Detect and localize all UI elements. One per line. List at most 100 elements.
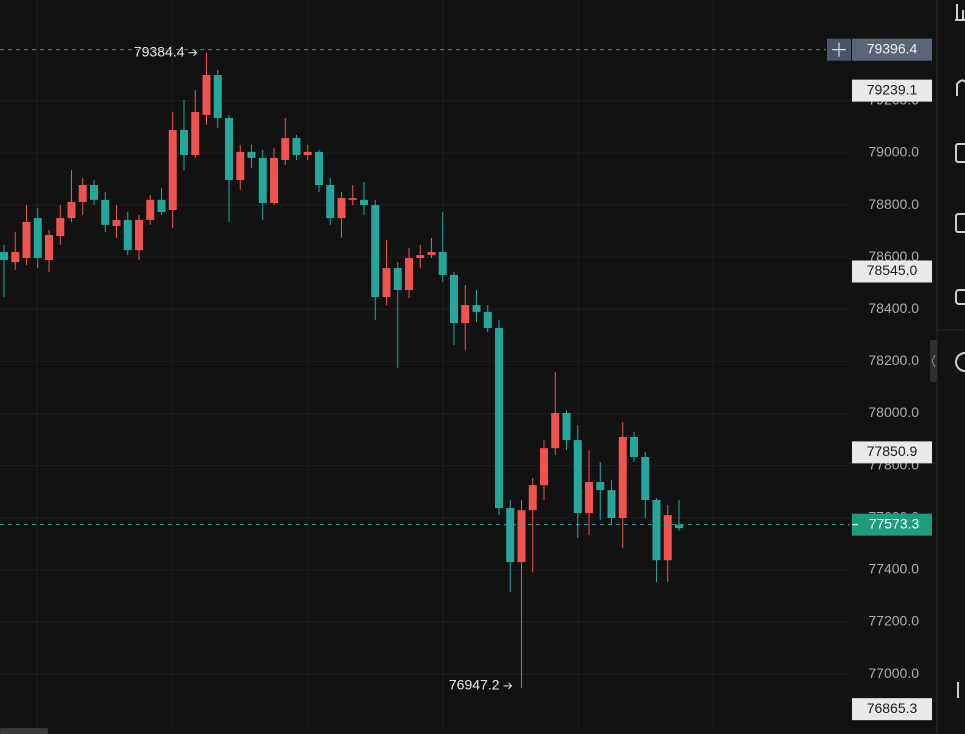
price-marker-label: 79239.1 (867, 81, 918, 97)
candle-body (315, 151, 323, 185)
y-tick-label: 78000.0 (868, 404, 919, 420)
y-tick-label: 78600.0 (868, 248, 919, 264)
price-markers: 79396.4 79239.1 78545.0 77850.9 77573.3 76865… (0, 38, 932, 721)
candle-body (618, 436, 627, 518)
last-price-box (852, 513, 932, 536)
candle-body (472, 305, 481, 312)
candle-body (123, 219, 132, 251)
candle-body (438, 251, 447, 275)
extreme-arrow (188, 49, 198, 57)
candle-body (337, 198, 346, 219)
y-tick-label: 78800.0 (868, 196, 919, 212)
scrollbar[interactable] (0, 728, 48, 734)
candle-body (157, 199, 166, 213)
candle-body (382, 268, 391, 298)
candle-body (371, 205, 380, 298)
candle-body (270, 157, 278, 203)
candle-body (258, 157, 267, 203)
candle-body (675, 524, 683, 529)
candle-body (348, 198, 357, 200)
candle-body (630, 436, 638, 458)
toolbar-icon[interactable] (955, 352, 965, 372)
extreme-label: 76947.2 (449, 677, 500, 693)
candle-body (146, 199, 155, 220)
candle-body (663, 515, 672, 561)
candle-body (427, 251, 436, 256)
crosshair-plus (832, 42, 846, 57)
candle-body (90, 184, 98, 200)
toolbar-icon[interactable] (955, 4, 965, 21)
y-tick-label: 77200.0 (868, 613, 919, 629)
candle-body (450, 274, 458, 324)
price-marker-label: 77850.9 (867, 443, 918, 459)
candle-body (326, 184, 335, 219)
candle-body (67, 201, 76, 219)
candle-body (596, 482, 605, 491)
candle-body (180, 130, 188, 156)
candle-body (540, 448, 548, 486)
candle-body (483, 311, 492, 329)
toolbar-icons[interactable] (955, 4, 965, 698)
candle-body (405, 257, 413, 291)
candle-body (0, 251, 8, 261)
price-marker-box (852, 79, 932, 102)
candle-body (101, 199, 110, 225)
y-tick-label: 77400.0 (868, 561, 919, 577)
candle-body (56, 218, 65, 237)
price-marker-label: 76865.3 (867, 700, 918, 716)
candle-body (112, 219, 121, 226)
y-tick-label: 78200.0 (868, 352, 919, 368)
last-price-label: 77573.3 (869, 515, 920, 531)
toolbar-icon[interactable] (956, 79, 965, 96)
candle-body (202, 75, 211, 115)
price-marker-label: 79396.4 (867, 40, 918, 56)
candle-body (213, 75, 222, 119)
candle-body (78, 184, 87, 202)
toolbar-icon[interactable] (955, 143, 965, 163)
plot-area: 79384.4 76947.2 (0, 43, 683, 693)
toolbar-icon[interactable] (955, 213, 965, 233)
candle-body (585, 482, 593, 514)
candle-body (551, 412, 560, 449)
candle-body (135, 219, 143, 251)
price-marker-box (852, 441, 932, 464)
candle-body (528, 485, 537, 511)
toolbar-icon[interactable] (955, 289, 965, 305)
candle-body (247, 151, 256, 158)
extreme-label: 79384.4 (134, 43, 185, 59)
candle-body (303, 151, 312, 156)
candle-body (461, 305, 470, 324)
candle-body (45, 235, 53, 261)
price-marker-box (852, 38, 932, 61)
candle-body (641, 457, 650, 501)
candle-body (562, 412, 571, 441)
candle-body (225, 118, 233, 181)
price-marker-box (852, 260, 932, 283)
candle-body (495, 328, 503, 509)
candle-body (506, 508, 515, 563)
price-marker-box (852, 698, 932, 721)
candle-body (393, 268, 402, 291)
candle-body (11, 251, 20, 263)
candle-body (517, 510, 526, 563)
candle-body (191, 112, 200, 156)
candle-body (292, 138, 301, 156)
collapse-icon (931, 354, 936, 368)
candle-body (573, 440, 582, 514)
price-marker-label: 78545.0 (867, 262, 918, 278)
candle-body (607, 490, 616, 518)
candle-body (416, 255, 425, 258)
collapse-handle[interactable] (930, 340, 937, 382)
candle-body (281, 138, 290, 160)
y-tick-label: 79000.0 (868, 144, 919, 160)
candle-body (236, 151, 245, 181)
candle-body (652, 500, 661, 561)
candle-body (168, 130, 177, 211)
candle-body (33, 218, 42, 258)
grid (36, 0, 714, 728)
candle-body (22, 221, 31, 258)
y-tick-label: 78400.0 (868, 300, 919, 316)
y-axis: 77000.077200.077400.077600.077800.078000… (0, 92, 919, 681)
